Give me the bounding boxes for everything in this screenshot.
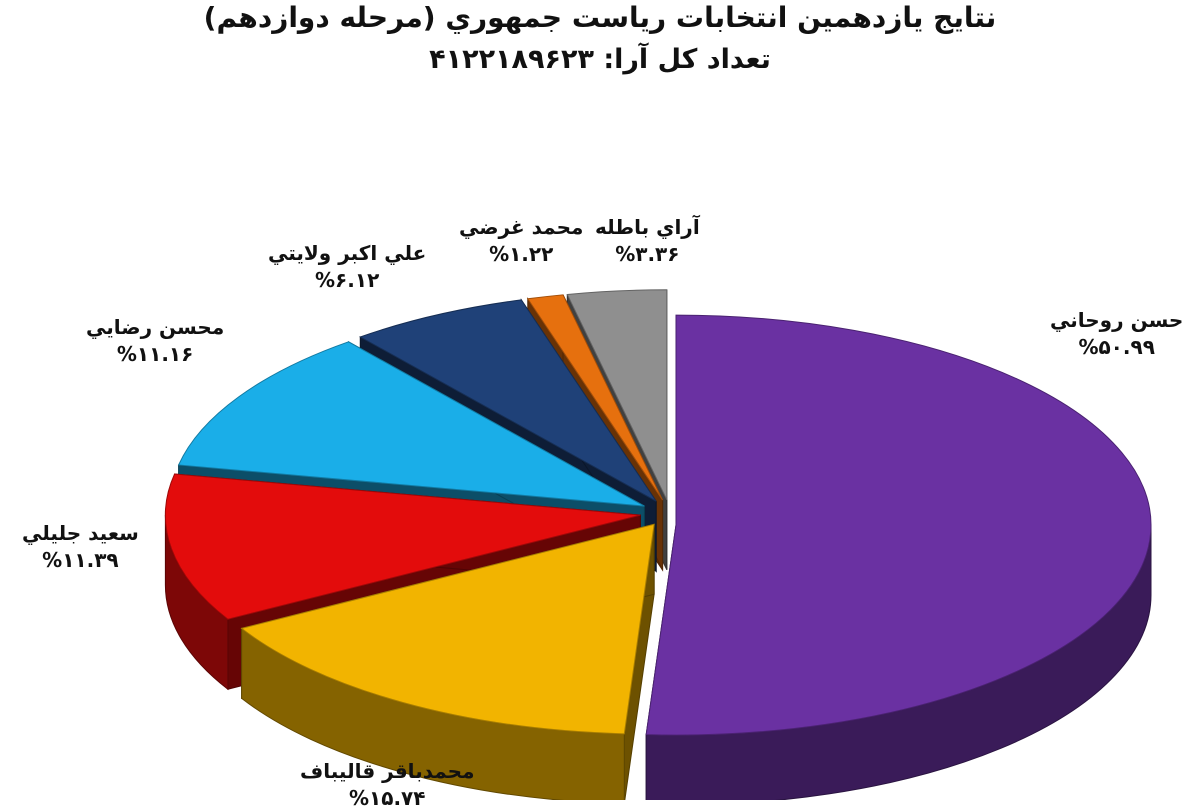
label-velayati: علي اكبر ولايتي %۶.۱۲ (268, 240, 426, 294)
chart-subtitle: تعداد كل آرا: ۴۱۲۲۱۸۹۶۲۳ (429, 44, 771, 75)
label-name: محمد غرضي (459, 215, 584, 239)
slice-5-top (645, 314, 1152, 736)
label-ghalibaf: محمدباقر قاليباف %۱۵.۷۴ (300, 758, 474, 812)
label-gharazi: محمد غرضي %۱.۲۲ (459, 214, 583, 268)
label-percent: %۱۱.۳۹ (42, 548, 119, 572)
label-void-votes: آراي باطله %۳.۳۶ (595, 214, 700, 268)
slice-6-top (164, 473, 641, 620)
chart-title: نتايج يازدهمين انتخابات رياست جمهوري (مر… (203, 1, 997, 34)
label-jalili: سعيد جليلي %۱۱.۳۹ (22, 520, 139, 574)
label-name: حسن روحاني (1050, 308, 1184, 332)
slice-1-top (566, 289, 668, 501)
label-percent: %۱۵.۷۴ (349, 786, 426, 810)
label-name: سعيد جليلي (22, 521, 139, 545)
label-name: علي اكبر ولايتي (268, 241, 427, 265)
slice-7-top (240, 523, 655, 735)
slice-4-top (177, 341, 645, 507)
label-rouhani: حسن روحاني %۵۰.۹۹ (1050, 307, 1183, 361)
label-percent: %۱.۲۲ (489, 242, 554, 266)
label-rezaei: محسن رضايي %۱۱.۱۶ (86, 314, 224, 368)
slice-7 (240, 523, 655, 800)
slice-3-top (359, 299, 657, 502)
label-percent: %۳.۳۶ (615, 242, 680, 266)
label-name: محمدباقر قاليباف (300, 759, 475, 783)
label-name: محسن رضايي (86, 315, 225, 339)
slice-5 (645, 314, 1152, 800)
label-percent: %۵۰.۹۹ (1078, 335, 1155, 359)
label-percent: %۱۱.۱۶ (116, 342, 194, 366)
label-name: آراي باطله (595, 215, 700, 239)
label-percent: %۶.۱۲ (315, 268, 380, 292)
slice-2-top (526, 294, 664, 501)
